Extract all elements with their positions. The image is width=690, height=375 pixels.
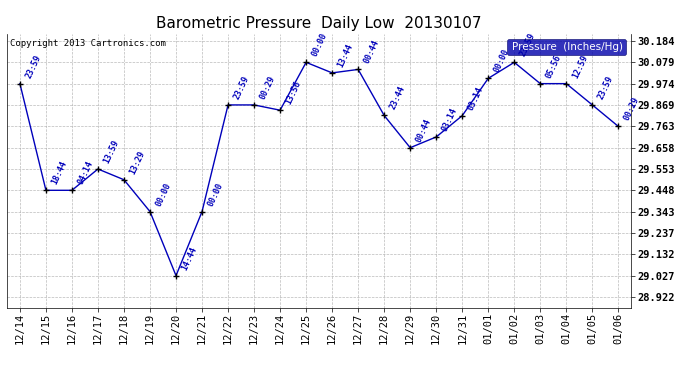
- Text: 18:44: 18:44: [50, 160, 69, 186]
- Text: 14:44: 14:44: [180, 245, 199, 272]
- Legend: Pressure  (Inches/Hg): Pressure (Inches/Hg): [507, 39, 626, 55]
- Text: 23:59: 23:59: [24, 53, 43, 80]
- Text: 23:59: 23:59: [596, 74, 615, 101]
- Text: 00:29: 00:29: [258, 74, 277, 101]
- Text: Copyright 2013 Cartronics.com: Copyright 2013 Cartronics.com: [10, 39, 166, 48]
- Text: 23:44: 23:44: [388, 85, 407, 111]
- Text: 00:00: 00:00: [154, 181, 173, 207]
- Text: 03:14: 03:14: [466, 85, 485, 111]
- Text: 04:14: 04:14: [76, 160, 95, 186]
- Text: 03:14: 03:14: [440, 106, 459, 133]
- Text: 05:56: 05:56: [544, 53, 563, 80]
- Text: 00:00: 00:00: [206, 181, 225, 207]
- Title: Barometric Pressure  Daily Low  20130107: Barometric Pressure Daily Low 20130107: [157, 16, 482, 31]
- Text: 23:59: 23:59: [518, 32, 537, 58]
- Text: 00:00: 00:00: [310, 32, 329, 58]
- Text: 00:00: 00:00: [493, 48, 511, 74]
- Text: 13:56: 13:56: [284, 80, 303, 106]
- Text: 13:29: 13:29: [128, 149, 147, 176]
- Text: 00:44: 00:44: [362, 39, 381, 65]
- Text: 00:44: 00:44: [415, 117, 433, 144]
- Text: 00:29: 00:29: [622, 96, 641, 122]
- Text: 12:59: 12:59: [571, 53, 589, 80]
- Text: 23:59: 23:59: [233, 74, 251, 101]
- Text: 13:44: 13:44: [336, 42, 355, 69]
- Text: 13:59: 13:59: [102, 138, 121, 165]
